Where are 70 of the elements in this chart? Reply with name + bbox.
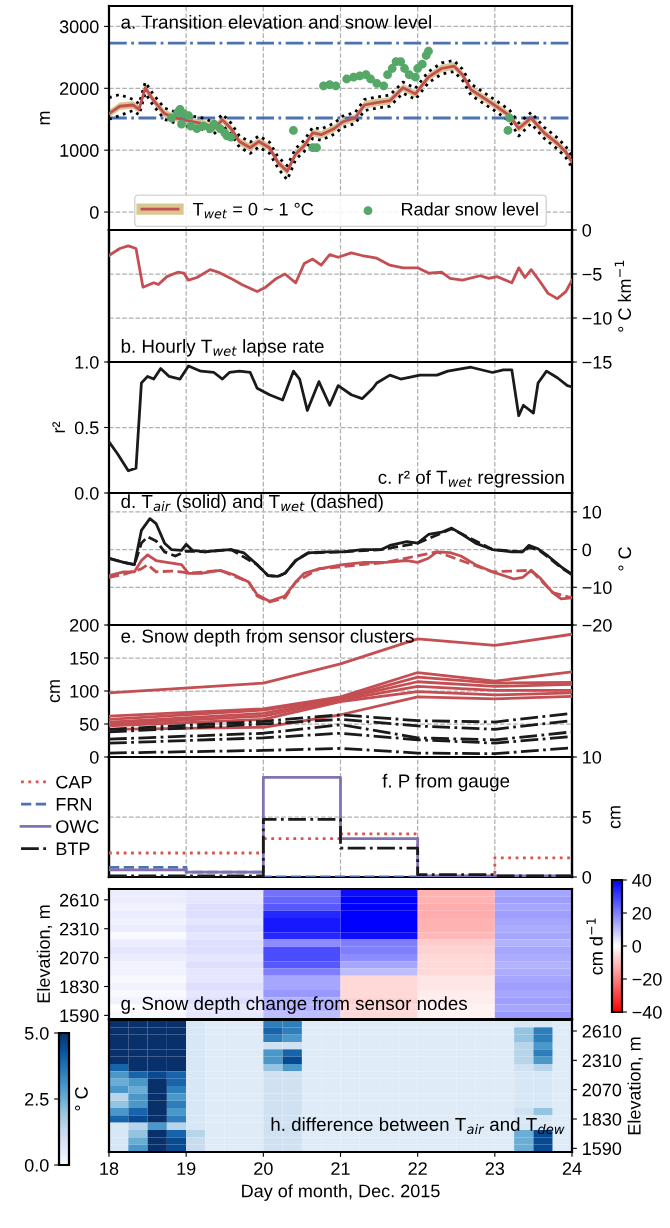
- legend-label: BTP: [56, 842, 90, 856]
- y2-tick-label: −5: [582, 268, 602, 281]
- y-tick-label: 1000: [60, 144, 99, 157]
- y2-axis-title: ° C: [618, 547, 632, 571]
- y2-tick-label: 5: [582, 811, 592, 824]
- x-tick-label: 20: [254, 1162, 273, 1175]
- y2-tick-label: −20: [582, 618, 612, 632]
- y-tick-label: 1.0: [75, 355, 99, 369]
- y-tick-label: 150: [70, 651, 99, 665]
- y-tick-label: 2310: [582, 1054, 622, 1068]
- text: b. Hourly T$_{wet}$ lapse rate: [121, 339, 324, 357]
- color-bar-label: 5.0: [24, 1026, 49, 1040]
- y2-tick-label: −10: [582, 311, 612, 325]
- y-tick-label: 1590: [60, 1009, 99, 1023]
- y-axis-title: m: [40, 111, 50, 125]
- y-tick-label: 100: [70, 684, 99, 698]
- x-axis-title: Day of month, Dec. 2015: [242, 1184, 440, 1201]
- y2-tick-label: 10: [583, 505, 602, 519]
- text: f. P from gauge: [382, 773, 510, 792]
- legend-label: OWC: [56, 820, 99, 833]
- y-axis-title: Elevation, m: [627, 1037, 643, 1135]
- y-tick-label: 2070: [582, 1083, 622, 1097]
- x-tick-label: 19: [177, 1162, 196, 1175]
- color-bar-label: 20: [632, 906, 652, 920]
- color-bar-label: 0: [632, 939, 642, 953]
- text: c. r² of T$_{wet}$ regression: [378, 470, 564, 488]
- y-tick-label: 1830: [583, 1112, 622, 1126]
- x-tick-label: 21: [331, 1162, 350, 1175]
- color-bar-label: −40: [632, 1005, 662, 1019]
- legend-label: CAP: [56, 775, 92, 789]
- y-tick-label: 50: [79, 717, 99, 731]
- y-axis-title: Elevation, m: [36, 905, 53, 1003]
- y2-tick-label: −15: [582, 356, 612, 369]
- legend-label: Radar snow level: [402, 202, 538, 216]
- x-tick-label: 23: [485, 1162, 505, 1175]
- x-tick-label: 22: [408, 1162, 427, 1175]
- chart-title: a. Transition elevation and snow level: [121, 14, 431, 29]
- y-tick-label: 1830: [60, 980, 99, 994]
- y-axis-title: cm: [50, 680, 61, 703]
- color-bar-label: 40: [632, 873, 652, 887]
- y2-axis-title: cm: [610, 806, 621, 829]
- chart-title: e. Snow depth from sensor clusters: [121, 628, 414, 647]
- text: h. difference between T$_{air}$ and T$_{dew}$: [271, 1117, 565, 1135]
- x-tick-label: 24: [562, 1162, 582, 1175]
- y-tick-label: 2610: [582, 1024, 622, 1038]
- color-bar-label: 0.0: [24, 1158, 49, 1172]
- y-tick-label: 200: [70, 618, 99, 632]
- y-tick-label: 0.0: [74, 486, 99, 500]
- x-tick-label: 18: [100, 1162, 119, 1175]
- y2-tick-label: −10: [582, 581, 612, 595]
- y-tick-label: 2000: [60, 82, 99, 96]
- legend-label: T$_{wet}$ = 0 ~ 1 °C: [192, 202, 314, 219]
- color-bar-label: 2.5: [25, 1092, 49, 1106]
- y-tick-label: 2610: [60, 893, 99, 907]
- legend-label: FRN: [56, 798, 91, 811]
- color-bar-title: ° C: [75, 1087, 88, 1111]
- y-tick-label: 0.5: [74, 421, 99, 435]
- color-bar-title: cm d$^{−1}$: [586, 918, 603, 975]
- y2-axis-title: ° C km$^{−1}$: [614, 260, 632, 332]
- color-bar-label: −20: [632, 972, 662, 986]
- text: g. Snow depth change from sensor nodes: [121, 996, 467, 1014]
- y-tick-label: 1590: [583, 1142, 622, 1156]
- y-tick-label: 0: [89, 750, 99, 764]
- chart-title: d. T$_{air}$ (solid) and T$_{wet}$ (dashed): [121, 494, 383, 512]
- y-tick-label: 3000: [59, 20, 99, 34]
- y2-tick-label: 10: [583, 750, 602, 764]
- y-axis-title: r²: [52, 421, 65, 433]
- y-tick-label: 0: [89, 205, 99, 219]
- y-tick-label: 2310: [60, 922, 99, 936]
- y-tick-label: 2070: [60, 951, 99, 965]
